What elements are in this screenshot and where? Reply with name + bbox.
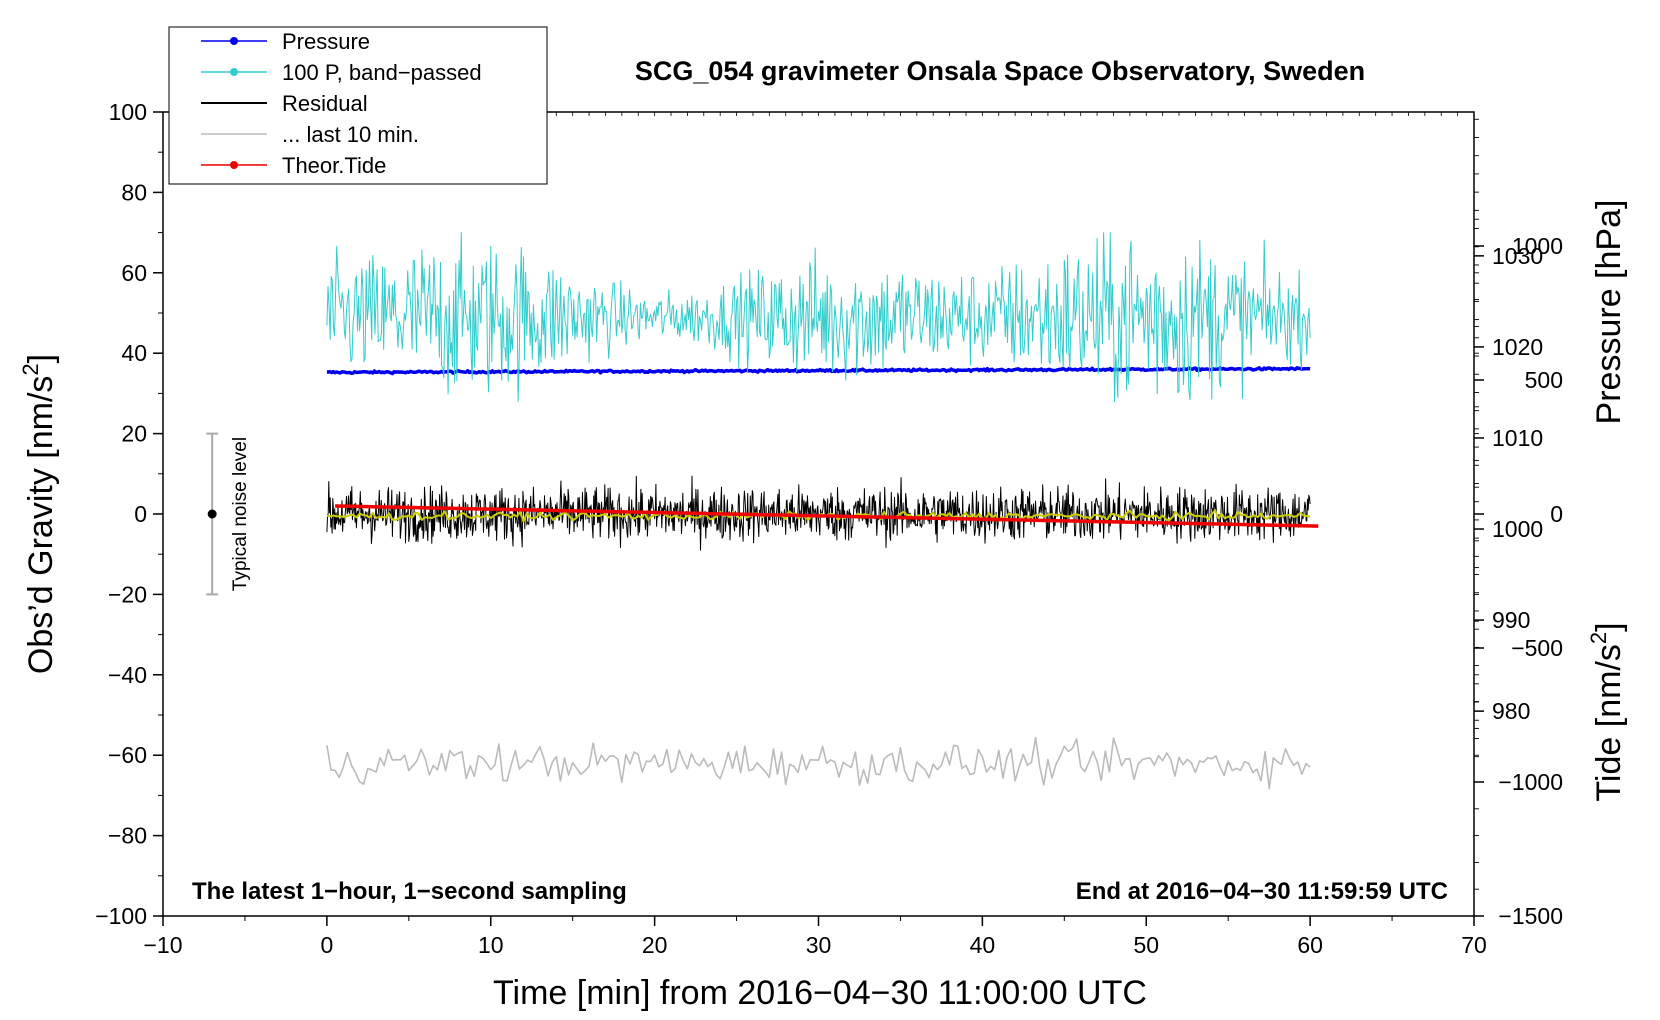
annotation-end-time: End at 2016−04−30 11:59:59 UTC [1076, 878, 1448, 905]
bandpass-line [326, 232, 1311, 403]
tide-tick-label: −500 [1511, 635, 1563, 661]
y-axis-label-sup: 2 [18, 363, 43, 375]
x-tick-label: 30 [806, 932, 832, 958]
legend-box [168, 26, 548, 185]
pressure-tick-label: 990 [1492, 607, 1530, 633]
x-tick-label: 0 [320, 932, 333, 958]
y-tick-label: 100 [109, 99, 147, 125]
noise-level-label: Typical noise level [230, 437, 251, 591]
legend-label: Residual [282, 91, 368, 116]
x-tick-label: 50 [1133, 932, 1159, 958]
legend-marker [230, 37, 238, 45]
last10-line [326, 736, 1311, 790]
legend: Pressure 100 P, band−passed Residual ... la… [168, 26, 548, 185]
pressure-tick-label: 1000 [1492, 516, 1543, 542]
y-tick-label: 0 [134, 501, 147, 527]
tide-tick-label: −1000 [1498, 769, 1563, 795]
legend-marker [230, 68, 238, 76]
x-axis-label: Time [min] from 2016−04−30 11:00:00 UTC [493, 974, 1147, 1012]
pressure-line [326, 366, 1311, 376]
tide-tick-label: −1500 [1498, 903, 1563, 929]
residual-line [326, 475, 1311, 551]
y-axis-label-text: Obs’d Gravity [nm/s [22, 376, 60, 675]
tide-axis-label-sup: 2 [1586, 632, 1611, 644]
pressure-tick-label: 1020 [1492, 334, 1543, 360]
legend-label: Theor.Tide [282, 153, 386, 178]
tide-tick-label: 500 [1525, 367, 1563, 393]
tide-axis-ticks: 1000 500 0 −500 −1000 −1500 [1474, 218, 1563, 929]
tide-tick-label: 0 [1550, 501, 1563, 527]
y-axis-ticks: 100 80 60 40 20 0 −20 −40 −60 −80 −100 [95, 99, 163, 929]
legend-items: Pressure 100 P, band−passed Residual ... la… [201, 29, 482, 178]
y-tick-label: 40 [121, 340, 147, 366]
noise-level-bar [206, 432, 219, 596]
tide-axis-label-end: ] [1590, 622, 1628, 631]
x-tick-label: −10 [143, 932, 182, 958]
y-tick-label: −80 [108, 823, 147, 849]
pressure-tick-label: 1030 [1492, 243, 1543, 269]
pressure-axis-ticks: 1030 1020 1010 1000 990 980 [1474, 118, 1543, 758]
y-axis-label: Obs’d Gravity [nm/s2] [18, 354, 60, 674]
tide-tick-label: 1000 [1512, 233, 1563, 259]
y-tick-label: −40 [108, 662, 147, 688]
tide-line [335, 504, 1319, 528]
x-axis-ticks: −10 0 10 20 30 40 50 60 70 [143, 916, 1487, 958]
legend-label: ... last 10 min. [282, 122, 419, 147]
y-tick-label: 20 [121, 421, 147, 447]
tide-axis-label: Tide [nm/s2] [1586, 622, 1628, 801]
legend-marker [230, 161, 238, 169]
x-tick-label: 20 [642, 932, 668, 958]
annotation-sampling: The latest 1−hour, 1−second sampling [192, 878, 627, 905]
pressure-tick-label: 1010 [1492, 425, 1543, 451]
y-axis-label-end: ] [22, 354, 60, 363]
x-tick-label: 10 [478, 932, 504, 958]
y-tick-label: 60 [121, 260, 147, 286]
x-tick-label: 60 [1297, 932, 1323, 958]
pressure-tick-label: 980 [1492, 698, 1530, 724]
legend-label: 100 P, band−passed [282, 60, 482, 85]
y-tick-label: −20 [108, 581, 147, 607]
tide-axis-label-text: Tide [nm/s [1590, 644, 1628, 801]
y-tick-label: 80 [121, 179, 147, 205]
x-tick-label: 40 [970, 932, 996, 958]
noise-bar-center-dot [207, 509, 217, 519]
chart-title: SCG_054 gravimeter Onsala Space Observat… [635, 56, 1365, 86]
series-group [326, 232, 1319, 790]
x-tick-label: 70 [1461, 932, 1487, 958]
pressure-axis-label: Pressure [hPa] [1590, 200, 1628, 425]
y-tick-label: −100 [95, 903, 147, 929]
y-tick-label: −60 [108, 742, 147, 768]
legend-label: Pressure [282, 29, 370, 54]
